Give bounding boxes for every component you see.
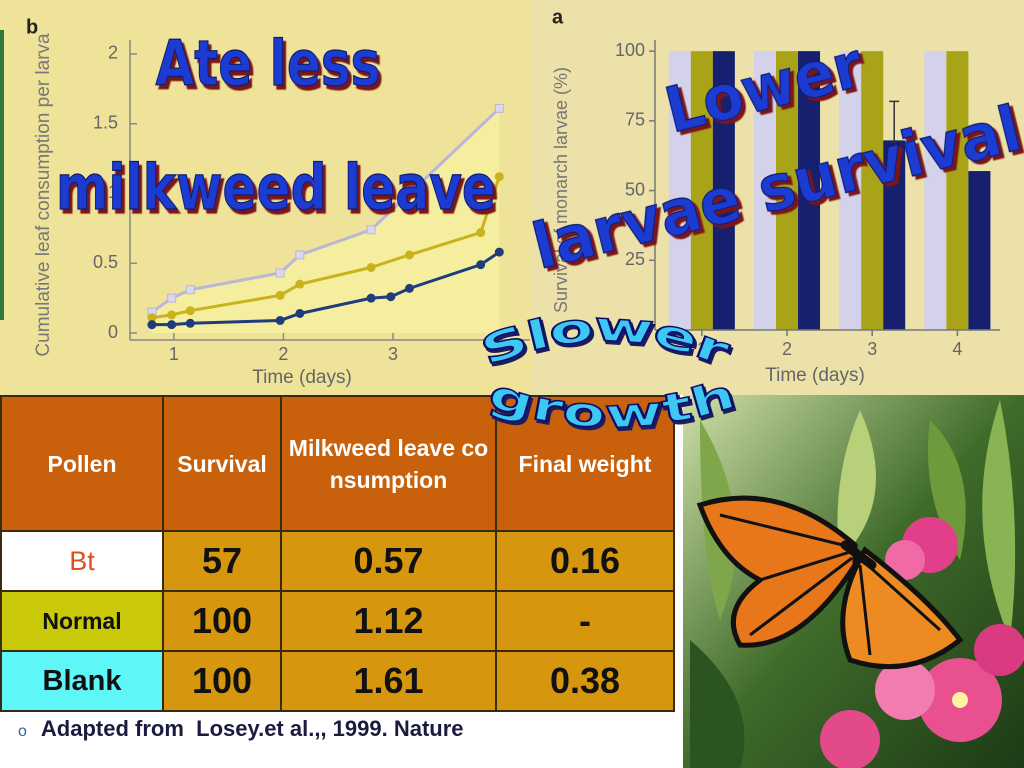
data-point xyxy=(366,262,376,272)
data-point xyxy=(494,172,504,182)
data-point xyxy=(185,285,195,295)
cell: 1.61 xyxy=(280,650,497,712)
x-tick-label: 2 xyxy=(782,339,792,359)
data-point xyxy=(386,292,396,302)
table-row: Normal 100 1.12 - xyxy=(0,590,675,652)
header-row: Pollen Survival Milkweed leave consumpti… xyxy=(0,395,675,532)
panel-label: a xyxy=(552,6,564,28)
cell: 0.38 xyxy=(495,650,675,712)
x-tick-label: 1 xyxy=(697,339,707,359)
x-axis-label: Time (days) xyxy=(252,367,352,388)
footnote: o Adapted from Losey.et al.,, 1999. Natur… xyxy=(18,716,464,742)
data-line xyxy=(151,250,501,327)
y-tick-label: 25 xyxy=(625,249,645,269)
bar xyxy=(798,51,821,331)
data-point xyxy=(366,225,376,235)
error-bar xyxy=(889,100,900,180)
cell: 100 xyxy=(162,590,282,652)
shaded-area xyxy=(151,108,500,334)
data-point xyxy=(275,268,285,278)
panel-label: b xyxy=(26,16,38,38)
y-tick-label: 0.5 xyxy=(93,252,118,272)
header-cell: Survival xyxy=(162,395,282,532)
header-cell: Milkweed leave consumption xyxy=(280,395,497,532)
pollen-cell: Blank xyxy=(0,650,164,712)
data-point xyxy=(275,290,285,300)
bar xyxy=(968,171,991,330)
data-point xyxy=(295,308,305,318)
bar xyxy=(712,51,735,331)
y-tick-label: 50 xyxy=(625,179,645,199)
data-point xyxy=(147,320,157,330)
bullet: o xyxy=(18,723,27,740)
y-tick-label: 1.5 xyxy=(93,112,118,132)
bar xyxy=(754,51,777,331)
bar xyxy=(690,51,713,331)
bar xyxy=(668,51,691,331)
bar xyxy=(924,51,947,331)
y-tick-label: 1 xyxy=(108,182,118,202)
data-point xyxy=(476,260,486,270)
bar xyxy=(776,51,799,331)
data-point xyxy=(167,320,177,330)
data-point xyxy=(185,318,195,328)
bar xyxy=(839,51,862,331)
cell: - xyxy=(495,590,675,652)
cell: 0.16 xyxy=(495,530,675,592)
data-point xyxy=(167,310,177,320)
data-point xyxy=(494,247,504,257)
x-tick-label: 3 xyxy=(867,339,877,359)
y-tick-label: 0 xyxy=(108,322,118,342)
y-axis-label: Survival of monarch larvae (%) xyxy=(551,67,571,313)
data-table: Pollen Survival Milkweed leave consumpti… xyxy=(0,395,675,712)
data-point xyxy=(185,306,195,316)
x-tick-label: 3 xyxy=(388,344,398,364)
x-tick-label: 2 xyxy=(278,344,288,364)
pollen-cell: Normal xyxy=(0,590,164,652)
data-point xyxy=(404,283,414,293)
footnote-text: Adapted from Losey.et al.,, 1999. Nature xyxy=(40,716,464,741)
x-tick-label: 1 xyxy=(169,344,179,364)
data-point xyxy=(167,293,177,303)
x-axis-label: Time (days) xyxy=(765,365,865,386)
butterfly-photo xyxy=(683,395,1024,768)
header-cell: Final weight xyxy=(495,395,675,532)
cell: 0.57 xyxy=(280,530,497,592)
edge-strip xyxy=(0,30,4,320)
cell: 57 xyxy=(162,530,282,592)
data-point xyxy=(494,103,504,113)
data-point xyxy=(366,293,376,303)
data-point xyxy=(404,250,414,260)
data-point xyxy=(275,315,285,325)
table-row: Bt 57 0.57 0.16 xyxy=(0,530,675,592)
y-tick-label: 100 xyxy=(615,40,645,60)
y-axis-label: Cumulative leaf consumption per larva xyxy=(33,33,54,357)
cell: 100 xyxy=(162,650,282,712)
pollen-cell: Bt xyxy=(0,530,164,592)
x-tick-label: 4 xyxy=(952,339,962,359)
data-point xyxy=(476,228,486,238)
data-point xyxy=(295,279,305,289)
y-tick-label: 75 xyxy=(625,110,645,130)
bar xyxy=(861,51,884,331)
bar xyxy=(946,51,969,331)
y-tick-label: 2 xyxy=(108,43,118,63)
bar xyxy=(883,140,906,330)
cell: 1.12 xyxy=(280,590,497,652)
header-cell: Pollen xyxy=(0,395,164,532)
table-row: Blank 100 1.61 0.38 xyxy=(0,650,675,712)
data-point xyxy=(295,250,305,260)
charts: b a Cumulative leaf consumption per larv… xyxy=(0,0,1024,395)
